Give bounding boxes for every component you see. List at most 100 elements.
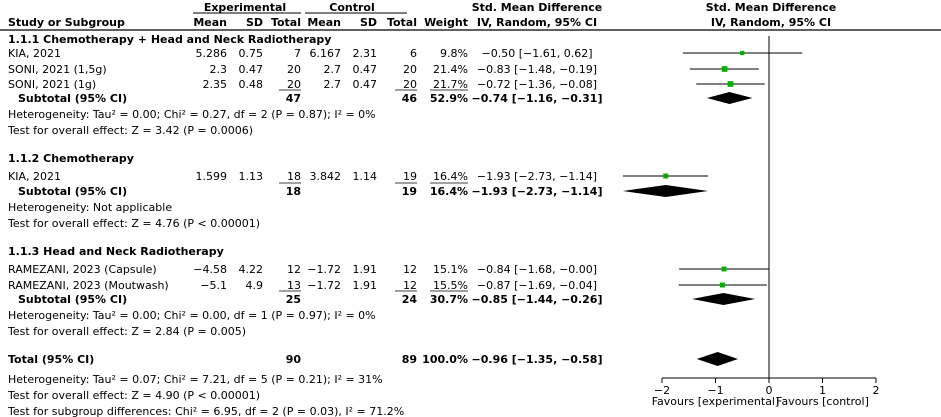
experimental-mean: −4.58 [193,263,227,276]
study-ci: −0.50 [−1.61, 0.62] [482,47,593,60]
header-e-mean: Mean [193,16,227,29]
control-total: 20 [403,63,417,76]
experimental-mean: 5.286 [196,47,228,60]
subtotal-weight: 52.9% [430,92,468,105]
subtotal-e-total: 47 [286,92,301,105]
table-rows: 1.1.1 Chemotherapy + Head and Neck Radio… [7,33,602,417]
total-c-total: 89 [402,353,417,366]
overall-effect-text: Test for overall effect: Z = 2.84 (P = 0… [7,325,246,338]
study-name: KIA, 2021 [8,47,61,60]
overall-effect-text: Test for overall effect: Z = 3.42 (P = 0… [7,124,253,137]
control-sd: 1.91 [353,263,378,276]
footer-text: Test for subgroup differences: Chi² = 6.… [7,405,404,417]
heterogeneity-text: Heterogeneity: Tau² = 0.00; Chi² = 0.00,… [8,309,376,322]
header-smd-title: Std. Mean Difference [472,1,603,14]
study-ci: −0.83 [−1.48, −0.19] [477,63,597,76]
subtotal-c-total: 24 [402,293,418,306]
experimental-sd: 4.22 [239,263,264,276]
header-study: Study or Subgroup [8,16,125,29]
total-label: Total (95% CI) [8,353,94,366]
study-weight: 9.8% [440,47,468,60]
study-marker [727,81,734,87]
control-mean: 3.842 [310,170,342,183]
header-e-total: Total [271,16,301,29]
control-mean: 2.7 [324,63,342,76]
control-sd: 1.91 [353,279,378,292]
subtotal-c-total: 19 [402,185,417,198]
subtotal-label: Subtotal (95% CI) [18,92,127,105]
subgroup-title: 1.1.3 Head and Neck Radiotherapy [8,245,224,258]
control-mean: −1.72 [307,263,341,276]
experimental-mean: 2.35 [203,78,228,91]
header-weight: Weight [424,16,468,29]
experimental-total: 18 [287,170,301,183]
control-total: 12 [403,263,417,276]
control-sd: 0.47 [353,78,378,91]
study-name: SONI, 2021 (1g) [8,78,96,91]
subtotal-ci: −0.85 [−1.44, −0.26] [472,293,603,306]
subtotal-e-total: 25 [286,293,301,306]
experimental-mean: −5.1 [200,279,227,292]
experimental-sd: 0.47 [239,63,264,76]
study-marker [719,282,725,288]
header-plot-title: Std. Mean Difference [706,1,837,14]
experimental-sd: 1.13 [239,170,264,183]
subgroup-title: 1.1.2 Chemotherapy [8,152,134,165]
study-marker [721,266,727,272]
experimental-sd: 4.9 [246,279,264,292]
favours-control-label: Favours [control] [776,395,869,408]
x-tick-label: 0 [766,384,773,397]
subtotal-ci: −0.74 [−1.16, −0.31] [472,92,603,105]
subtotal-diamond [691,293,756,305]
control-sd: 1.14 [353,170,378,183]
study-name: RAMEZANI, 2023 (Moutwash) [8,279,169,292]
x-tick-label: 2 [873,384,880,397]
experimental-mean: 1.599 [196,170,228,183]
total-ci: −0.96 [−1.35, −0.58] [472,353,603,366]
header-c-sd: SD [360,16,377,29]
subtotal-c-total: 46 [402,92,418,105]
experimental-sd: 0.75 [239,47,264,60]
header-plot-method: IV, Random, 95% CI [711,16,831,29]
overall-effect-text: Test for overall effect: Z = 4.76 (P < 0… [7,217,260,230]
subgroup-title: 1.1.1 Chemotherapy + Head and Neck Radio… [8,33,331,46]
experimental-total: 20 [287,78,301,91]
control-sd: 2.31 [353,47,378,60]
header-experimental: Experimental [204,1,286,14]
study-ci: −0.72 [−1.36, −0.08] [477,78,597,91]
subtotal-weight: 16.4% [430,185,468,198]
heterogeneity-text: Heterogeneity: Not applicable [8,201,172,214]
control-mean: 6.167 [310,47,342,60]
subtotal-e-total: 18 [286,185,301,198]
subtotal-diamond [706,92,753,104]
control-total: 19 [403,170,417,183]
study-weight: 21.7% [433,78,468,91]
experimental-mean: 2.3 [210,63,228,76]
header-e-sd: SD [246,16,263,29]
header-control: Control [329,1,374,14]
study-ci: −0.87 [−1.69, −0.04] [477,279,597,292]
x-tick-label: −2 [654,384,670,397]
heterogeneity-text: Heterogeneity: Tau² = 0.00; Chi² = 0.27,… [8,108,376,121]
control-total: 20 [403,78,417,91]
study-weight: 16.4% [433,170,468,183]
x-tick-label: −1 [707,384,723,397]
study-marker [663,173,669,179]
subtotal-weight: 30.7% [430,293,468,306]
control-total: 12 [403,279,417,292]
header-c-total: Total [387,16,417,29]
subtotal-label: Subtotal (95% CI) [18,185,127,198]
study-name: SONI, 2021 (1,5g) [8,63,107,76]
experimental-sd: 0.48 [239,78,264,91]
plot-area: −2 −1 0 1 2 Favours [experimental]Favours [co… [622,36,880,408]
study-ci: −1.93 [−2.73, −1.14] [477,170,597,183]
subtotal-ci: −1.93 [−2.73, −1.14] [472,185,603,198]
experimental-total: 13 [287,279,301,292]
study-name: KIA, 2021 [8,170,61,183]
footer-text: Heterogeneity: Tau² = 0.07; Chi² = 7.21,… [8,373,383,386]
experimental-total: 20 [287,63,301,76]
study-weight: 15.1% [433,263,468,276]
header-c-mean: Mean [307,16,341,29]
control-sd: 0.47 [353,63,378,76]
